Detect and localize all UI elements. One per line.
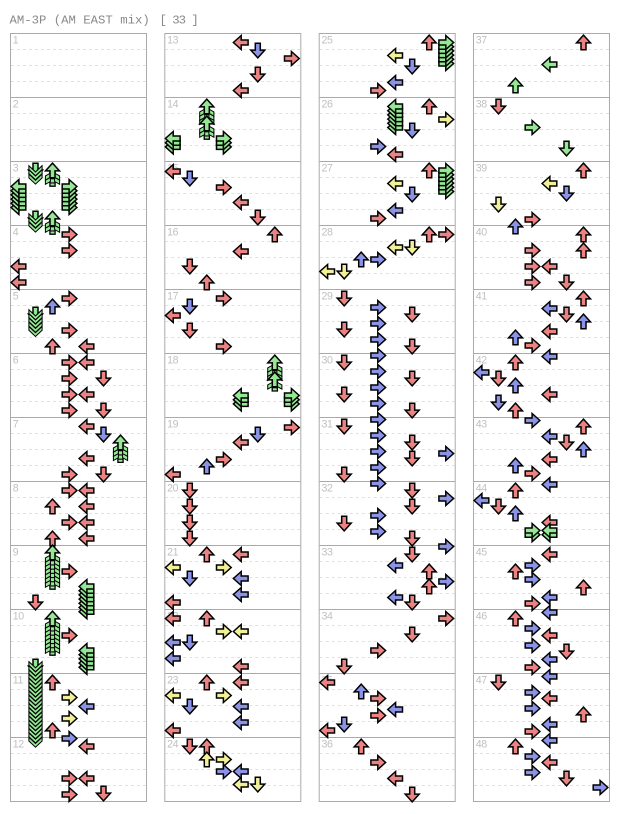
svg-text:9: 9 (13, 546, 19, 558)
svg-text:38: 38 (476, 98, 487, 110)
svg-text:47: 47 (476, 674, 487, 686)
svg-text:14: 14 (167, 98, 178, 110)
svg-text:5: 5 (13, 290, 19, 302)
svg-text:36: 36 (322, 738, 333, 750)
svg-text:28: 28 (322, 226, 333, 238)
svg-text:39: 39 (476, 162, 487, 174)
svg-text:43: 43 (476, 418, 487, 430)
svg-text:13: 13 (167, 34, 178, 46)
svg-text:30: 30 (322, 354, 333, 366)
svg-text:10: 10 (13, 610, 24, 622)
svg-text:6: 6 (13, 354, 19, 366)
svg-text:3: 3 (13, 162, 19, 174)
svg-text:33: 33 (322, 546, 333, 558)
svg-text:44: 44 (476, 482, 487, 494)
svg-text:12: 12 (13, 738, 24, 750)
svg-text:8: 8 (13, 482, 19, 494)
svg-text:23: 23 (167, 674, 178, 686)
svg-text:16: 16 (167, 226, 178, 238)
svg-text:26: 26 (322, 98, 333, 110)
svg-text:4: 4 (13, 226, 19, 238)
svg-text:34: 34 (322, 610, 333, 622)
svg-text:32: 32 (322, 482, 333, 494)
svg-text:1: 1 (13, 34, 19, 46)
svg-text:20: 20 (167, 482, 178, 494)
svg-text:27: 27 (322, 162, 333, 174)
svg-text:31: 31 (322, 418, 333, 430)
svg-text:25: 25 (322, 34, 333, 46)
svg-text:48: 48 (476, 738, 487, 750)
svg-text:19: 19 (167, 418, 178, 430)
svg-text:[ 33 ]: [ 33 ] (160, 14, 198, 28)
svg-text:7: 7 (13, 418, 19, 430)
svg-text:11: 11 (13, 674, 24, 686)
svg-text:45: 45 (476, 546, 487, 558)
svg-text:24: 24 (167, 738, 178, 750)
svg-text:17: 17 (167, 290, 178, 302)
svg-text:41: 41 (476, 290, 487, 302)
svg-text:18: 18 (167, 354, 178, 366)
svg-text:40: 40 (476, 226, 487, 238)
svg-text:42: 42 (476, 354, 487, 366)
svg-text:29: 29 (322, 290, 333, 302)
svg-text:46: 46 (476, 610, 487, 622)
svg-text:37: 37 (476, 34, 487, 46)
svg-text:2: 2 (13, 98, 19, 110)
svg-text:21: 21 (167, 546, 178, 558)
svg-text:AM-3P (AM EAST mix): AM-3P (AM EAST mix) (10, 14, 150, 28)
